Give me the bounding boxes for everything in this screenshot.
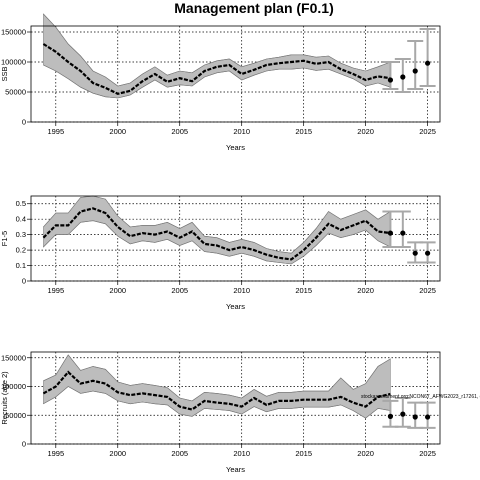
plot-frame <box>30 195 441 282</box>
projection-point <box>412 414 418 420</box>
panel-ssb: 1995 2000 2005 2010 2015 2020 2025 0 50000 100000… <box>0 13 441 152</box>
projection-point <box>400 74 406 80</box>
projection-point <box>387 413 394 419</box>
projection-point <box>400 230 406 236</box>
band-lower-line <box>43 220 391 265</box>
source-annotation: stockassessment.org:NCON67_AFWG2023_r172… <box>361 394 480 400</box>
x-axis-label: Years <box>226 143 245 152</box>
y-tick-label: 100000 <box>1 58 26 67</box>
panel-fbar: 1995 2000 2005 2010 2015 2020 2025 0 0.1 0.2 0.3 0.… <box>0 195 441 311</box>
y-tick-label: 50000 <box>5 411 26 420</box>
projection-point <box>425 414 431 420</box>
x-tick-label: 2025 <box>419 286 436 295</box>
y-axis-label: F1-5 <box>0 231 9 246</box>
x-tick-label: 2005 <box>171 127 188 136</box>
y-tick-label: 100000 <box>1 382 26 391</box>
projection-point <box>400 411 406 417</box>
series-line <box>42 43 391 95</box>
projection-point <box>387 77 394 83</box>
panels: 1995 2000 2005 2010 2015 2020 2025 0 50000 100000… <box>0 13 480 474</box>
band-upper-line <box>43 354 391 402</box>
x-tick-label: 2015 <box>295 449 312 458</box>
x-tick-label: 2025 <box>419 449 436 458</box>
projection-point <box>412 250 418 256</box>
x-tick-label: 2010 <box>233 286 250 295</box>
x-tick-label: 2010 <box>233 127 250 136</box>
x-tick-label: 2015 <box>295 127 312 136</box>
y-tick-label: 0.5 <box>16 199 26 208</box>
y-tick-label: 0 <box>22 118 26 127</box>
x-tick-label: 1995 <box>47 449 64 458</box>
projection-point <box>425 60 431 66</box>
x-tick-label: 2005 <box>171 449 188 458</box>
projection-point <box>425 250 431 256</box>
x-tick-label: 2015 <box>295 286 312 295</box>
panel-recruits: 1995 2000 2005 2010 2015 2020 2025 0 50000 100000… <box>0 351 480 474</box>
y-tick-label: 150000 <box>1 28 26 37</box>
plot-frame <box>30 351 441 445</box>
y-tick-label: 150000 <box>1 353 26 362</box>
band-lower-line <box>43 386 391 419</box>
band-lower-line <box>43 64 391 99</box>
x-tick-label: 2000 <box>109 449 126 458</box>
x-tick-label: 2025 <box>419 127 436 136</box>
band-upper-line <box>43 195 391 254</box>
series-line <box>42 207 391 261</box>
y-tick-label: 0.1 <box>16 261 26 270</box>
y-tick-label: 0 <box>22 440 26 449</box>
y-tick-label: 50000 <box>5 88 26 97</box>
x-tick-label: 2005 <box>171 286 188 295</box>
y-tick-label: 0.4 <box>16 215 26 224</box>
y-axis-label: Recruits (age 2) <box>0 371 9 425</box>
y-tick-label: 0.3 <box>16 230 26 239</box>
plot-frame <box>30 25 441 123</box>
y-tick-label: 0 <box>22 277 26 286</box>
y-tick-label: 0.2 <box>16 246 26 255</box>
x-axis-label: Years <box>226 465 245 474</box>
confidence-band <box>43 195 391 265</box>
x-tick-label: 2020 <box>357 127 374 136</box>
band-upper-line <box>43 13 391 87</box>
x-tick-label: 2020 <box>357 286 374 295</box>
projection-point <box>412 68 418 74</box>
y-axis-label: SSB <box>0 66 9 81</box>
x-tick-label: 2000 <box>109 127 126 136</box>
projection-point <box>387 230 394 236</box>
x-axis-label: Years <box>226 302 245 311</box>
x-tick-label: 2020 <box>357 449 374 458</box>
x-tick-label: 1995 <box>47 286 64 295</box>
confidence-band <box>43 13 391 99</box>
x-tick-label: 2010 <box>233 449 250 458</box>
x-tick-label: 1995 <box>47 127 64 136</box>
x-tick-label: 2000 <box>109 286 126 295</box>
figure-title: Management plan (F0.1) <box>174 0 333 16</box>
